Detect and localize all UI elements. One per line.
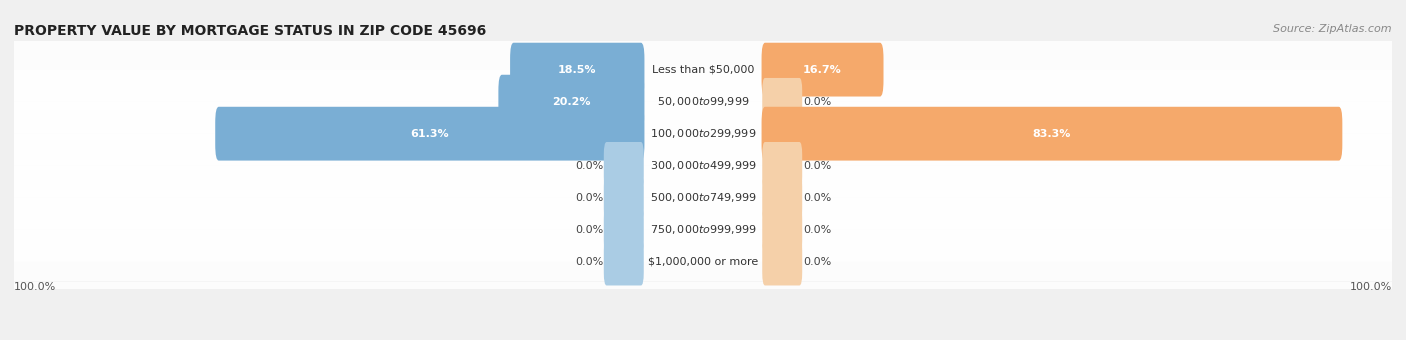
Text: 18.5%: 18.5%	[558, 65, 596, 74]
Text: 0.0%: 0.0%	[803, 97, 831, 107]
Text: 16.7%: 16.7%	[803, 65, 842, 74]
FancyBboxPatch shape	[11, 38, 1395, 101]
FancyBboxPatch shape	[510, 43, 644, 97]
Text: 0.0%: 0.0%	[803, 161, 831, 171]
Text: $750,000 to $999,999: $750,000 to $999,999	[650, 223, 756, 236]
Text: Source: ZipAtlas.com: Source: ZipAtlas.com	[1274, 24, 1392, 34]
FancyBboxPatch shape	[603, 238, 644, 286]
Text: PROPERTY VALUE BY MORTGAGE STATUS IN ZIP CODE 45696: PROPERTY VALUE BY MORTGAGE STATUS IN ZIP…	[14, 24, 486, 38]
Text: 20.2%: 20.2%	[553, 97, 591, 107]
FancyBboxPatch shape	[762, 174, 803, 221]
Text: $500,000 to $749,999: $500,000 to $749,999	[650, 191, 756, 204]
FancyBboxPatch shape	[11, 166, 1395, 230]
FancyBboxPatch shape	[215, 107, 644, 160]
Text: Less than $50,000: Less than $50,000	[652, 65, 754, 74]
Text: 0.0%: 0.0%	[575, 161, 603, 171]
Text: 100.0%: 100.0%	[14, 282, 56, 292]
FancyBboxPatch shape	[11, 198, 1395, 261]
FancyBboxPatch shape	[11, 70, 1395, 133]
Text: 0.0%: 0.0%	[803, 257, 831, 267]
Text: $300,000 to $499,999: $300,000 to $499,999	[650, 159, 756, 172]
Text: 100.0%: 100.0%	[1350, 282, 1392, 292]
FancyBboxPatch shape	[11, 230, 1395, 293]
FancyBboxPatch shape	[762, 107, 1343, 160]
Text: $1,000,000 or more: $1,000,000 or more	[648, 257, 758, 267]
FancyBboxPatch shape	[762, 43, 883, 97]
Text: 61.3%: 61.3%	[411, 129, 449, 139]
FancyBboxPatch shape	[11, 134, 1395, 198]
Text: 0.0%: 0.0%	[575, 193, 603, 203]
FancyBboxPatch shape	[762, 238, 803, 286]
FancyBboxPatch shape	[603, 206, 644, 253]
FancyBboxPatch shape	[762, 206, 803, 253]
FancyBboxPatch shape	[603, 142, 644, 189]
FancyBboxPatch shape	[762, 142, 803, 189]
FancyBboxPatch shape	[11, 102, 1395, 165]
Text: 83.3%: 83.3%	[1033, 129, 1071, 139]
FancyBboxPatch shape	[603, 174, 644, 221]
Text: 0.0%: 0.0%	[575, 225, 603, 235]
Text: $50,000 to $99,999: $50,000 to $99,999	[657, 95, 749, 108]
Text: 0.0%: 0.0%	[575, 257, 603, 267]
Text: 0.0%: 0.0%	[803, 225, 831, 235]
FancyBboxPatch shape	[498, 75, 644, 129]
Text: $100,000 to $299,999: $100,000 to $299,999	[650, 127, 756, 140]
Text: 0.0%: 0.0%	[803, 193, 831, 203]
FancyBboxPatch shape	[762, 78, 803, 125]
